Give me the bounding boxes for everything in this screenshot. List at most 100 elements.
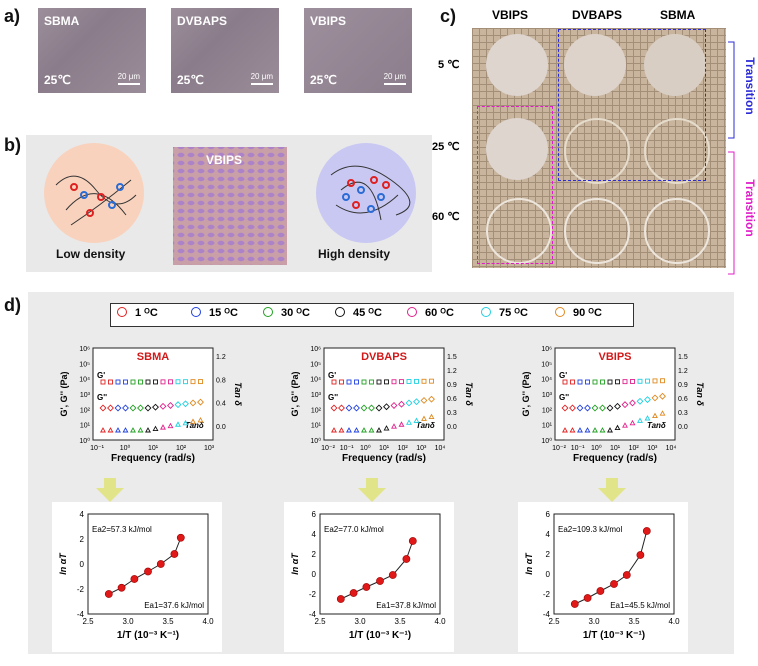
- data-point: [117, 583, 126, 592]
- data-point: [652, 378, 658, 384]
- data-point: [122, 404, 129, 412]
- y-tick-label: 10⁰: [79, 437, 90, 445]
- data-point: [614, 424, 621, 431]
- x-tick-label: 10³: [647, 445, 658, 452]
- y-axis-label: ln αT: [290, 552, 300, 575]
- data-point: [583, 594, 592, 602]
- well: [644, 118, 710, 184]
- data-point: [592, 379, 598, 385]
- data-point: [428, 395, 435, 403]
- x-tick-label: 4.0: [668, 617, 680, 626]
- plot-frame: [92, 347, 214, 441]
- data-point: [331, 379, 337, 385]
- y-axis-label: G', G'' (Pa): [59, 372, 69, 417]
- data-point: [115, 379, 121, 385]
- data-point: [152, 425, 159, 432]
- inset-bg: [518, 502, 688, 652]
- data-point: [190, 379, 196, 385]
- y-tick-label: 6: [546, 510, 551, 519]
- y-tick-label: 10²: [80, 407, 91, 414]
- data-point: [652, 412, 658, 419]
- data-point: [561, 404, 569, 412]
- data-point: [138, 379, 143, 385]
- data-point: [346, 427, 352, 433]
- data-point: [331, 427, 337, 433]
- data-point: [599, 427, 606, 433]
- x-tick-label: 10¹: [379, 445, 390, 452]
- col-dvbaps: DVBAPS: [572, 8, 623, 22]
- data-point: [621, 401, 629, 409]
- annotation-gdoubleprime: G'': [559, 393, 569, 402]
- temperature-legend: 1 ᴼC 15 ᴼC 30 ᴼC 45 ᴼC 60 ᴼC 75 ᴼC 90 ᴼC: [110, 303, 634, 327]
- y-tick-label: 2: [312, 550, 317, 559]
- data-point: [408, 537, 417, 545]
- data-point: [584, 404, 591, 412]
- down-arrow: [598, 478, 626, 502]
- data-point: [615, 379, 620, 385]
- y-tick-label: -4: [543, 610, 551, 619]
- data-point: [413, 398, 420, 406]
- x-tick-label: 10²: [629, 445, 640, 452]
- data-point: [599, 404, 606, 412]
- plot-frame: [87, 513, 209, 615]
- x-tick-label: 3.5: [628, 617, 640, 626]
- data-point: [637, 378, 643, 384]
- x-tick-label: 10⁻¹: [340, 445, 354, 452]
- y-tick-label: 2: [80, 535, 85, 544]
- x-axis-label: 1/T (10⁻³ K⁻¹): [117, 630, 179, 641]
- micrograph-vbips: VBIPS 25℃ 20 μm: [304, 8, 412, 93]
- legend-item: 90 ᴼC: [555, 307, 602, 319]
- data-point: [402, 555, 411, 563]
- data-point: [391, 379, 397, 385]
- annotation-tandelta: Tanδ: [185, 421, 204, 430]
- plot-frame: [319, 513, 441, 615]
- data-point: [339, 379, 344, 385]
- chart-title: SBMA: [137, 351, 169, 363]
- y-tick-label: 10¹: [80, 423, 91, 430]
- data-point: [405, 399, 413, 407]
- micrograph-temp: 25℃: [44, 73, 71, 87]
- data-point: [642, 527, 651, 535]
- data-point: [600, 379, 605, 385]
- rheology-charts: SBMA 10⁰ 10¹ 10² 10³ 10⁴ 10⁵ 10⁶ 0.0 0.4 0.8 1.2 10⁻…: [59, 346, 705, 464]
- data-point: [660, 378, 665, 384]
- col-sbma: SBMA: [660, 8, 696, 22]
- inset-bg: [284, 502, 454, 652]
- data-point: [610, 580, 618, 588]
- legend-item: 30 ᴼC: [263, 307, 310, 319]
- y2-tick-label: 1.5: [678, 354, 688, 361]
- y-tick-label: 0: [312, 570, 317, 579]
- data-point: [629, 419, 636, 426]
- data-point: [651, 394, 659, 402]
- vbips-label: VBIPS: [206, 153, 243, 167]
- data-point: [636, 397, 644, 405]
- panel-label-a: a): [4, 6, 21, 26]
- well: [486, 118, 548, 180]
- data-point: [398, 421, 405, 427]
- x-tick-label: 2.5: [314, 617, 326, 626]
- y-tick-label: 10⁴: [79, 377, 90, 384]
- down-arrow: [96, 478, 124, 502]
- data-point: [375, 404, 383, 412]
- x-tick-label: 2.5: [548, 617, 560, 626]
- y2-axis-label: Tan δ: [695, 382, 705, 406]
- data-point: [122, 427, 129, 433]
- y2-tick-label: 0.3: [447, 410, 457, 417]
- arrhenius-charts: 2.5 3.0 3.5 4.0 -4 -2 0 2 4 1/T (10⁻³ K⁻¹) ln αT Ea…: [52, 502, 688, 652]
- x-tick-label: 10²: [176, 445, 187, 452]
- data-point: [659, 410, 666, 416]
- x-tick-label: 10⁻¹: [90, 445, 104, 452]
- data-point: [156, 560, 165, 568]
- data-point: [170, 550, 179, 558]
- y-tick-label: 6: [312, 510, 317, 519]
- low-density-label: Low density: [56, 247, 126, 261]
- data-point: [144, 567, 152, 576]
- plot-frame: [323, 347, 445, 441]
- data-point: [99, 404, 107, 412]
- y-axis-label: G', G'' (Pa): [521, 372, 531, 417]
- micrograph-title: DVBAPS: [177, 14, 228, 28]
- data-point: [596, 587, 605, 595]
- annotation-gdoubleprime: G'': [328, 393, 338, 402]
- y-tick-label: 2: [546, 550, 551, 559]
- data-point: [137, 427, 144, 433]
